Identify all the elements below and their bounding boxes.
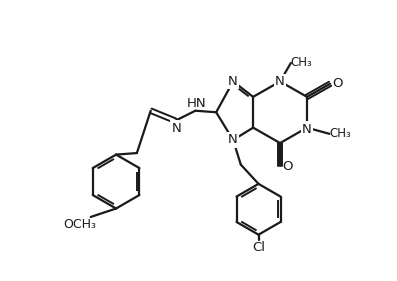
Text: Cl: Cl xyxy=(252,241,265,254)
Text: N: N xyxy=(302,123,312,136)
Text: N: N xyxy=(171,122,181,135)
Text: N: N xyxy=(227,133,237,146)
Text: N: N xyxy=(228,75,238,88)
Text: O: O xyxy=(332,77,342,90)
Text: CH₃: CH₃ xyxy=(291,56,312,69)
Text: N: N xyxy=(275,75,285,88)
Text: CH₃: CH₃ xyxy=(329,127,351,140)
Text: O: O xyxy=(282,160,292,173)
Text: HN: HN xyxy=(186,96,206,110)
Text: OCH₃: OCH₃ xyxy=(64,218,96,231)
